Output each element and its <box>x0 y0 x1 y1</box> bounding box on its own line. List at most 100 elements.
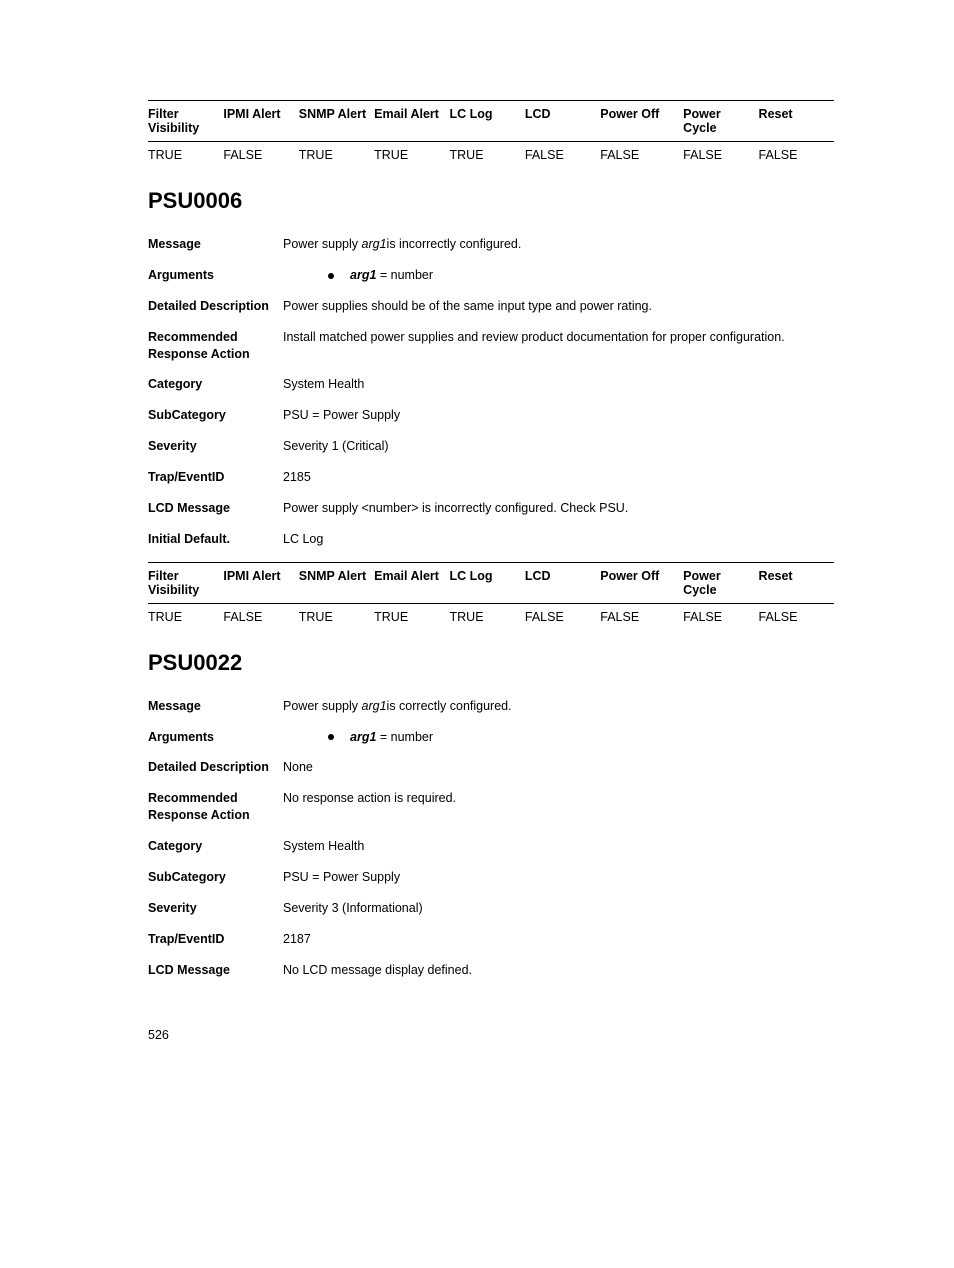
field-message: Message Power supply arg1is correctly co… <box>148 698 834 715</box>
th-power-cycle: Power Cycle <box>683 562 758 603</box>
arg-name: arg1 <box>350 268 376 282</box>
arg-name: arg1 <box>350 730 376 744</box>
td: FALSE <box>223 142 298 169</box>
field-lcd-message: LCD Message No LCD message display defin… <box>148 962 834 979</box>
td: FALSE <box>759 142 834 169</box>
field-arguments: Arguments arg1 = number <box>148 267 834 284</box>
td: FALSE <box>223 603 298 630</box>
section-title-psu0006: PSU0006 <box>148 188 834 214</box>
th-power-cycle: Power Cycle <box>683 101 758 142</box>
field-lcd-message: LCD Message Power supply <number> is inc… <box>148 500 834 517</box>
field-subcategory: SubCategory PSU = Power Supply <box>148 869 834 886</box>
th-lc-log: LC Log <box>450 101 525 142</box>
field-value: No response action is required. <box>283 790 834 807</box>
bullet-icon <box>328 273 334 279</box>
field-value: LC Log <box>283 531 834 548</box>
field-value: Power supply <number> is incorrectly con… <box>283 500 834 517</box>
th-snmp-alert: SNMP Alert <box>299 562 374 603</box>
field-value: 2187 <box>283 931 834 948</box>
msg-suffix: is incorrectly configured. <box>387 237 522 251</box>
field-value: Severity 3 (Informational) <box>283 900 834 917</box>
table-header-row: Filter Visibility IPMI Alert SNMP Alert … <box>148 562 834 603</box>
page-number: 526 <box>148 1028 834 1042</box>
table-row: TRUE FALSE TRUE TRUE TRUE FALSE FALSE FA… <box>148 603 834 630</box>
field-label: Message <box>148 236 283 253</box>
field-message: Message Power supply arg1is incorrectly … <box>148 236 834 253</box>
msg-suffix: is correctly configured. <box>387 699 512 713</box>
msg-arg: arg1 <box>362 699 387 713</box>
td: FALSE <box>683 142 758 169</box>
msg-prefix: Power supply <box>283 699 362 713</box>
field-value: arg1 = number <box>283 729 834 746</box>
td: FALSE <box>525 142 600 169</box>
td: TRUE <box>148 142 223 169</box>
field-label: Arguments <box>148 729 283 746</box>
field-value: No LCD message display defined. <box>283 962 834 979</box>
th-power-off: Power Off <box>600 101 683 142</box>
th-lcd: LCD <box>525 101 600 142</box>
field-label: Severity <box>148 900 283 917</box>
td: TRUE <box>299 142 374 169</box>
msg-prefix: Power supply <box>283 237 362 251</box>
msg-arg: arg1 <box>362 237 387 251</box>
field-value: 2185 <box>283 469 834 486</box>
field-label: Category <box>148 376 283 393</box>
field-value: PSU = Power Supply <box>283 869 834 886</box>
field-label: Trap/EventID <box>148 469 283 486</box>
field-trap-eventid: Trap/EventID 2187 <box>148 931 834 948</box>
th-snmp-alert: SNMP Alert <box>299 101 374 142</box>
field-label: SubCategory <box>148 407 283 424</box>
td: TRUE <box>450 142 525 169</box>
th-ipmi-alert: IPMI Alert <box>223 562 298 603</box>
bullet-icon <box>328 734 334 740</box>
filter-table-top: Filter Visibility IPMI Alert SNMP Alert … <box>148 100 834 168</box>
field-severity: Severity Severity 3 (Informational) <box>148 900 834 917</box>
td: TRUE <box>374 142 449 169</box>
field-label: Trap/EventID <box>148 931 283 948</box>
td: TRUE <box>299 603 374 630</box>
td: FALSE <box>600 142 683 169</box>
field-label: Detailed Description <box>148 759 283 776</box>
field-label: LCD Message <box>148 962 283 979</box>
arg-val: number <box>391 268 433 282</box>
table-row: TRUE FALSE TRUE TRUE TRUE FALSE FALSE FA… <box>148 142 834 169</box>
field-recommended-response: Recommended Response Action Install matc… <box>148 329 834 363</box>
th-filter-visibility: Filter Visibility <box>148 562 223 603</box>
td: TRUE <box>450 603 525 630</box>
field-initial-default: Initial Default. LC Log <box>148 531 834 548</box>
field-label: Arguments <box>148 267 283 284</box>
section-psu0022-fields: Message Power supply arg1is correctly co… <box>148 698 834 979</box>
arg-eq: = <box>376 730 390 744</box>
field-value: None <box>283 759 834 776</box>
field-label: Recommended Response Action <box>148 329 283 363</box>
th-reset: Reset <box>759 562 834 603</box>
field-label: Category <box>148 838 283 855</box>
field-value: Power supplies should be of the same inp… <box>283 298 834 315</box>
field-arguments: Arguments arg1 = number <box>148 729 834 746</box>
th-lcd: LCD <box>525 562 600 603</box>
field-label: Initial Default. <box>148 531 283 548</box>
td: TRUE <box>148 603 223 630</box>
field-recommended-response: Recommended Response Action No response … <box>148 790 834 824</box>
field-category: Category System Health <box>148 838 834 855</box>
field-detailed-description: Detailed Description Power supplies shou… <box>148 298 834 315</box>
field-value: Severity 1 (Critical) <box>283 438 834 455</box>
filter-table-psu0006: Filter Visibility IPMI Alert SNMP Alert … <box>148 562 834 630</box>
td: FALSE <box>759 603 834 630</box>
th-power-off: Power Off <box>600 562 683 603</box>
th-reset: Reset <box>759 101 834 142</box>
th-ipmi-alert: IPMI Alert <box>223 101 298 142</box>
section-psu0006-fields: Message Power supply arg1is incorrectly … <box>148 236 834 548</box>
field-trap-eventid: Trap/EventID 2185 <box>148 469 834 486</box>
field-label: Recommended Response Action <box>148 790 283 824</box>
td: FALSE <box>683 603 758 630</box>
section-title-psu0022: PSU0022 <box>148 650 834 676</box>
field-label: LCD Message <box>148 500 283 517</box>
field-value: Power supply arg1is incorrectly configur… <box>283 236 834 253</box>
field-value: PSU = Power Supply <box>283 407 834 424</box>
field-label: Detailed Description <box>148 298 283 315</box>
td: FALSE <box>525 603 600 630</box>
field-value: Install matched power supplies and revie… <box>283 329 834 346</box>
field-subcategory: SubCategory PSU = Power Supply <box>148 407 834 424</box>
field-label: Severity <box>148 438 283 455</box>
